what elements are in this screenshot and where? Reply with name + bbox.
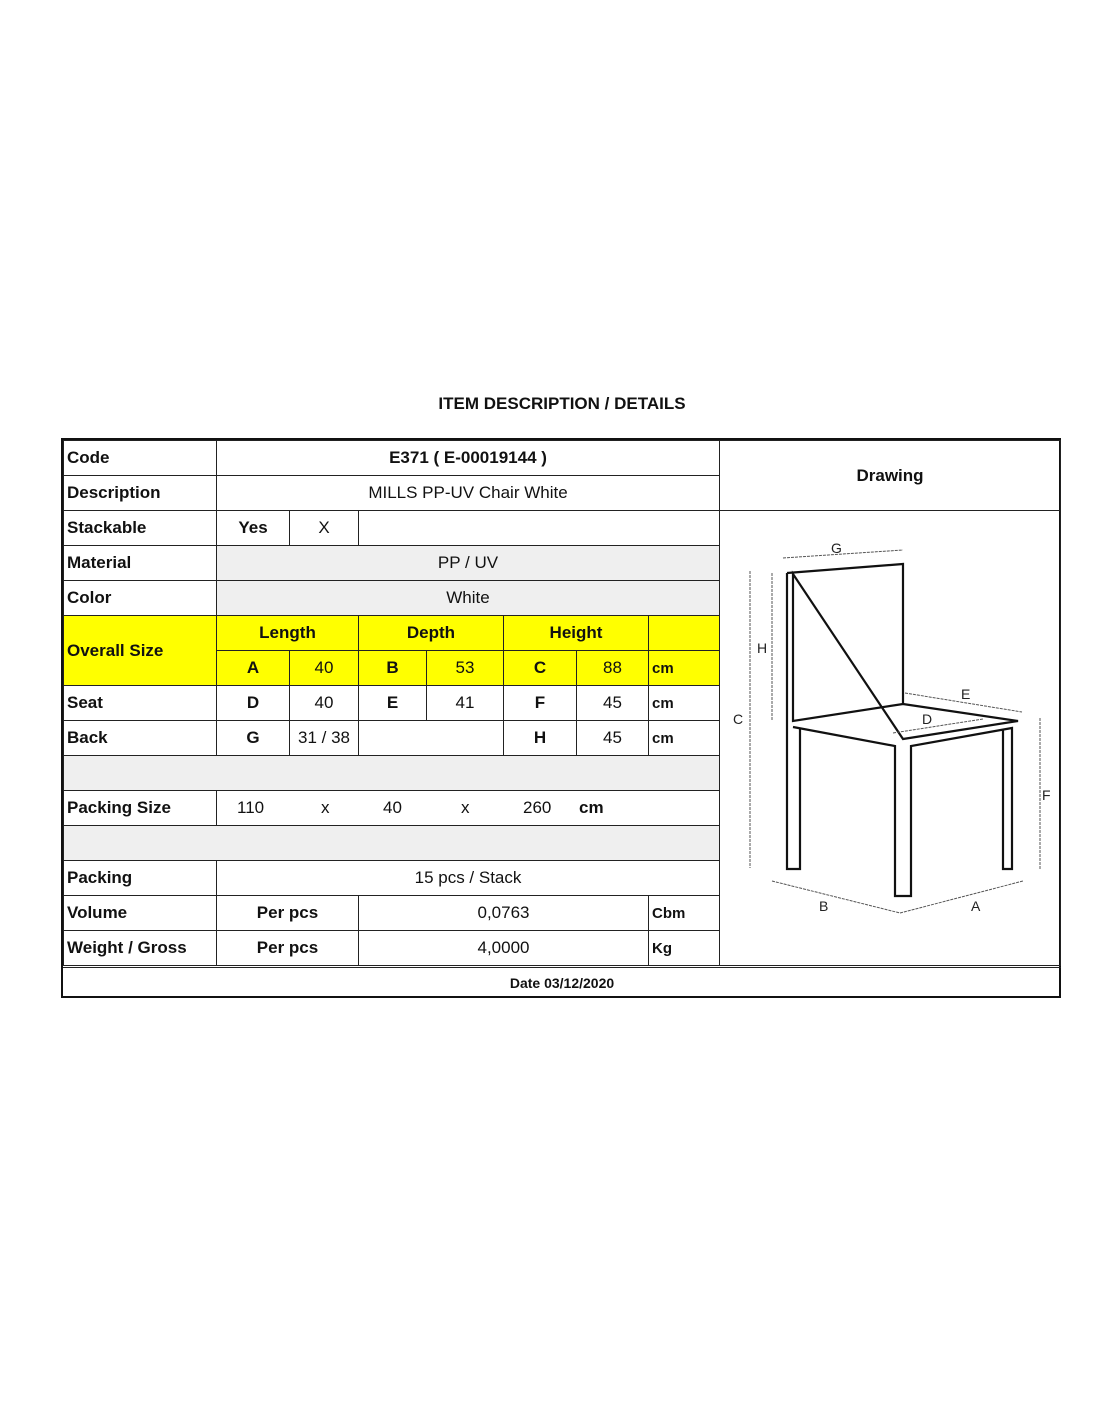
date-footer: Date 03/12/2020 [63, 967, 1061, 998]
packing-x2: x [461, 798, 470, 817]
packing-height: 260 [523, 798, 552, 817]
depth-header: Depth [358, 615, 504, 651]
dim-c-value: 88 [576, 650, 649, 686]
dim-g-value: 31 / 38 [289, 720, 359, 756]
back-empty [358, 720, 504, 756]
weight-label: Weight / Gross [63, 930, 217, 966]
drawing-cell: G H C E D F B A [719, 510, 1061, 966]
dim-a-value: 40 [289, 650, 359, 686]
unit-header [648, 615, 720, 651]
dim-g: G [216, 720, 290, 756]
dim-d-value: 40 [289, 685, 359, 721]
volume-value: 0,0763 [358, 895, 649, 931]
back-left-leg [785, 573, 802, 871]
stackable-label: Stackable [63, 510, 217, 546]
volume-label: Volume [63, 895, 217, 931]
weight-unit: Kg [648, 930, 720, 966]
seat-outline [791, 570, 1019, 741]
stackable-mark: X [289, 510, 359, 546]
color-value: White [216, 580, 720, 616]
label-e: E [961, 686, 970, 702]
dim-f-value: 45 [576, 685, 649, 721]
back-unit: cm [648, 720, 720, 756]
volume-unit: Cbm [648, 895, 720, 931]
spacer-row [63, 825, 720, 861]
drawing-header: Drawing [719, 440, 1061, 511]
length-header: Length [216, 615, 359, 651]
packing-unit: cm [579, 798, 604, 817]
dim-c: C [503, 650, 577, 686]
dim-a: A [216, 650, 290, 686]
packing-length: 110 [237, 798, 265, 817]
stackable-empty [358, 510, 720, 546]
code-label: Code [63, 440, 217, 476]
back-label: Back [63, 720, 217, 756]
material-value: PP / UV [216, 545, 720, 581]
dim-b: B [358, 650, 427, 686]
volume-per: Per pcs [216, 895, 359, 931]
dim-h: H [503, 720, 577, 756]
description-value: MILLS PP-UV Chair White [216, 475, 720, 511]
label-d: D [922, 711, 932, 727]
label-a: A [971, 898, 981, 914]
packing-label: Packing [63, 860, 217, 896]
backrest-outline [786, 562, 905, 704]
overall-size-label: Overall Size [63, 615, 217, 686]
stackable-yes: Yes [216, 510, 290, 546]
details-table: Code E371 ( E-00019144 ) Description MIL… [61, 438, 1061, 998]
dim-d: D [216, 685, 290, 721]
material-label: Material [63, 545, 217, 581]
packing-value: 15 pcs / Stack [216, 860, 720, 896]
dim-e-value: 41 [426, 685, 504, 721]
packing-width: 40 [383, 798, 402, 817]
weight-value: 4,0000 [358, 930, 649, 966]
overall-unit: cm [648, 650, 720, 686]
spacer-row [63, 755, 720, 791]
dim-e: E [358, 685, 427, 721]
chair-drawing: G H C E D F B A [733, 540, 1051, 914]
dim-b-value: 53 [426, 650, 504, 686]
code-value: E371 ( E-00019144 ) [216, 440, 720, 476]
dim-h-value: 45 [576, 720, 649, 756]
label-f: F [1042, 787, 1051, 803]
seat-unit: cm [648, 685, 720, 721]
height-header: Height [503, 615, 649, 651]
dim-f: F [503, 685, 577, 721]
page-title: ITEM DESCRIPTION / DETAILS [438, 394, 686, 413]
legs [792, 725, 1014, 898]
color-label: Color [63, 580, 217, 616]
label-g: G [831, 540, 842, 556]
packing-x1: x [321, 798, 330, 817]
weight-per: Per pcs [216, 930, 359, 966]
seat-label: Seat [63, 685, 217, 721]
packing-size-row: 110 x 40 x 260 cm [216, 790, 720, 826]
packing-size-label: Packing Size [63, 790, 217, 826]
description-label: Description [63, 475, 217, 511]
label-h: H [757, 640, 767, 656]
label-b: B [819, 898, 828, 914]
label-c: C [733, 711, 743, 727]
